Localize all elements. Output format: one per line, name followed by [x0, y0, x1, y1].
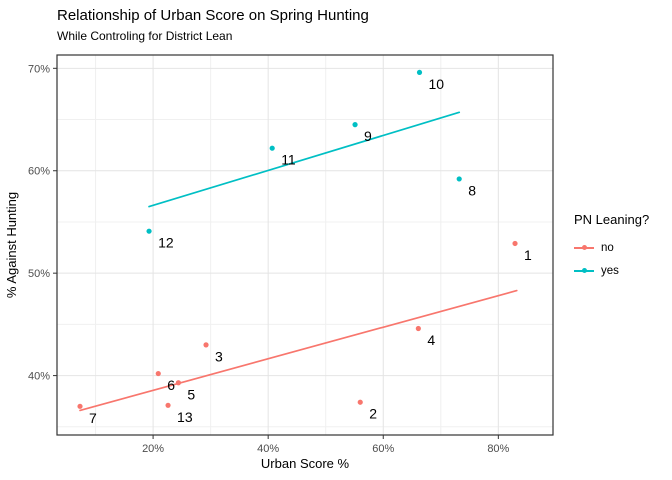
point-label-12: 12 [158, 235, 174, 251]
data-point-2 [357, 399, 363, 405]
y-tick-label-50: 50% [28, 268, 50, 280]
point-label-6: 6 [167, 377, 175, 393]
panel-border [56, 54, 554, 436]
x-tick-label-60: 60% [372, 443, 394, 455]
data-point-7 [77, 403, 83, 409]
point-label-7: 7 [89, 410, 97, 426]
point-label-9: 9 [364, 128, 372, 144]
y-tick-label-70: 70% [28, 63, 50, 75]
x-tick-label-40: 40% [257, 443, 279, 455]
chart-subtitle: While Controling for District Lean [57, 29, 233, 43]
legend-item-no: no [574, 236, 649, 259]
chart-title: Relationship of Urban Score on Spring Hu… [57, 7, 369, 24]
point-label-1: 1 [524, 247, 532, 263]
x-tick-label-80: 80% [487, 443, 509, 455]
point-label-3: 3 [215, 348, 223, 364]
legend-item-yes: yes [574, 259, 649, 282]
legend: PN Leaning? no yes [574, 212, 649, 282]
data-point-4 [415, 325, 421, 332]
point-label-10: 10 [429, 76, 445, 92]
point-label-11: 11 [281, 152, 296, 168]
legend-key-yes-icon [574, 266, 594, 276]
legend-key-no-icon [574, 243, 594, 253]
data-point-1 [512, 240, 518, 247]
data-point-12 [146, 228, 152, 234]
x-axis-title: Urban Score % [261, 456, 350, 471]
data-point-13 [165, 402, 171, 408]
point-label-2: 2 [369, 406, 377, 422]
trend-line-no [79, 289, 518, 412]
point-label-8: 8 [468, 182, 476, 198]
legend-label-no: no [601, 241, 614, 254]
y-tick-label-60: 60% [28, 166, 50, 178]
data-point-11 [269, 145, 275, 151]
trend-line-yes [148, 111, 461, 208]
data-point-5 [175, 380, 182, 386]
legend-title: PN Leaning? [574, 212, 650, 227]
data-point-3 [203, 342, 209, 348]
point-label-13: 13 [177, 409, 193, 425]
point-label-4: 4 [427, 332, 435, 348]
data-point-6 [155, 370, 161, 377]
y-tick-label-40: 40% [28, 371, 50, 383]
gridlines [57, 55, 553, 435]
data-points [77, 69, 518, 409]
x-tick-label-20: 20% [142, 443, 164, 455]
data-point-8 [456, 176, 462, 182]
point-label-5: 5 [187, 386, 195, 402]
axes: 20% 40% 60% 80% 40% 50% 60% 70% [28, 54, 554, 455]
data-point-9 [352, 122, 358, 128]
trend-lines [79, 111, 518, 412]
y-axis-title: % Against Hunting [4, 192, 19, 298]
legend-label-yes: yes [601, 264, 619, 277]
data-point-10 [416, 69, 423, 76]
